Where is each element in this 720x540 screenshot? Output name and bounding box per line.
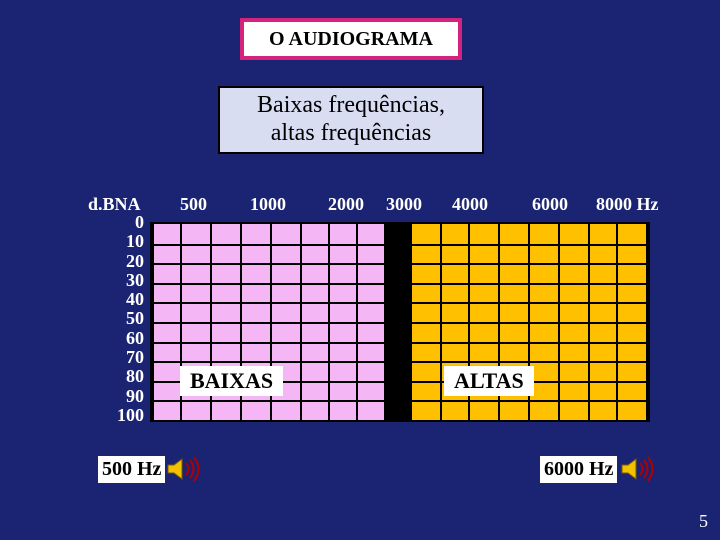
subtitle-box: Baixas frequências, altas frequências <box>218 86 484 154</box>
x-tick-label: 4000 <box>452 194 488 215</box>
x-tick-label: 2000 <box>328 194 364 215</box>
grid-vline <box>616 224 618 420</box>
grid-vline <box>646 224 648 420</box>
grid-vline <box>356 224 358 420</box>
grid-vline <box>558 224 560 420</box>
y-tick-label: 20 <box>88 252 144 271</box>
subtitle-line2: altas frequências <box>271 120 432 146</box>
grid-vline <box>588 224 590 420</box>
grid-vline <box>152 224 154 420</box>
subtitle-text: Baixas frequências, altas frequências <box>257 92 445 147</box>
grid-hline <box>152 302 648 304</box>
high-region-label: ALTAS <box>444 366 534 396</box>
x-tick-label: 8000 Hz <box>596 194 659 215</box>
speaker-icon <box>620 456 654 482</box>
grid-hline <box>152 263 648 265</box>
grid-hline <box>152 244 648 246</box>
y-tick-label: 80 <box>88 367 144 386</box>
title-box: O AUDIOGRAMA <box>240 18 462 60</box>
y-tick-label: 0 <box>88 213 144 232</box>
y-tick-label: 50 <box>88 309 144 328</box>
y-tick-label: 100 <box>88 406 144 425</box>
subtitle-line1: Baixas frequências, <box>257 92 445 118</box>
y-tick-label: 40 <box>88 290 144 309</box>
low-region-label: BAIXAS <box>180 366 283 396</box>
y-tick-label: 60 <box>88 329 144 348</box>
y-tick-label: 10 <box>88 232 144 251</box>
y-tick-label: 70 <box>88 348 144 367</box>
page-title: O AUDIOGRAMA <box>269 28 433 51</box>
grid-hline <box>152 342 648 344</box>
grid-vline <box>328 224 330 420</box>
speaker-icon <box>166 456 200 482</box>
freq-high-label: 6000 Hz <box>540 456 617 483</box>
freq-low-label: 500 Hz <box>98 456 165 483</box>
x-tick-label: 1000 <box>250 194 286 215</box>
grid-vline <box>440 224 442 420</box>
y-axis-title: d.BNA <box>88 194 141 215</box>
grid-vline <box>300 224 302 420</box>
grid-vline <box>410 224 412 420</box>
grid-vline <box>384 224 386 420</box>
page-number: 5 <box>699 511 708 532</box>
grid-hline <box>152 322 648 324</box>
grid-hline <box>152 361 648 363</box>
y-axis-labels: 0102030405060708090100 <box>88 213 144 425</box>
x-tick-label: 500 <box>180 194 207 215</box>
x-tick-label: 6000 <box>532 194 568 215</box>
grid-hline <box>152 283 648 285</box>
grid-hline <box>152 400 648 402</box>
y-tick-label: 30 <box>88 271 144 290</box>
y-tick-label: 90 <box>88 387 144 406</box>
x-tick-label: 3000 <box>386 194 422 215</box>
